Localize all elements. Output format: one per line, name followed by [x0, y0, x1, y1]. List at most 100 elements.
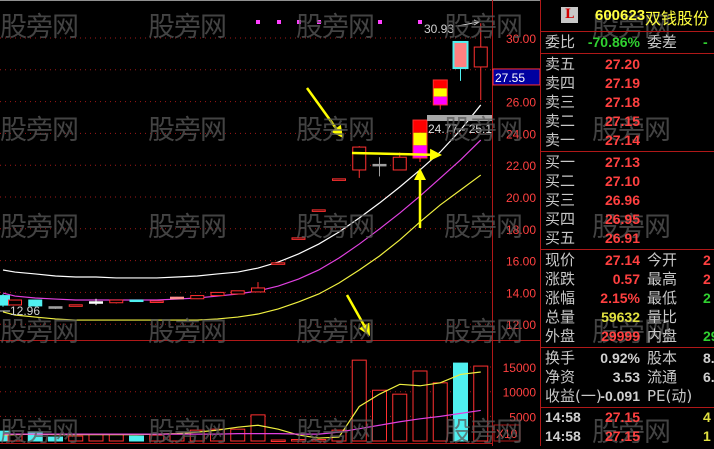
sell-level-price: 27.19 — [604, 75, 640, 91]
sell-level-price: 27.15 — [604, 113, 640, 129]
sell-level-row[interactable]: 卖三 27.18 — [541, 93, 714, 112]
price-tick-label: 14.00 — [506, 286, 536, 300]
fundamental-row[interactable]: 收益(一) -0.091 PE(动) — [541, 387, 714, 406]
price-tick-label: 20.00 — [506, 191, 536, 205]
price-ma-line-2 — [2, 139, 482, 301]
tick-row[interactable]: 14:58 27.15 4 — [541, 408, 714, 427]
weibi-label: 委比 — [545, 33, 576, 51]
sell-level-row[interactable]: 卖五 27.20 — [541, 55, 714, 74]
fundamental-value: 3.53 — [612, 369, 640, 385]
candle-body-top — [433, 79, 448, 89]
quote-label: 外盘 — [545, 327, 576, 345]
candle-body — [230, 290, 245, 295]
quote-value-2: 2 — [703, 252, 711, 268]
price-ma-line-1 — [2, 104, 482, 279]
quote-value-2: 29 — [703, 328, 714, 344]
candle-body — [271, 262, 286, 265]
price-tick-label: 18.00 — [506, 223, 536, 237]
high-price-label: 30.93 — [424, 22, 454, 36]
candle — [473, 23, 488, 101]
fundamental-label-2: 股本 — [647, 349, 678, 367]
arrow-head — [414, 168, 426, 180]
buy-level-row[interactable]: 买一 27.13 — [541, 153, 714, 172]
quote-row[interactable]: 涨跌 0.57 最高 2 — [541, 270, 714, 289]
buy-level-label: 买一 — [545, 153, 576, 171]
sell-level-price: 27.20 — [604, 56, 640, 72]
quote-row[interactable]: 总量 59632 量比 — [541, 308, 714, 327]
kline-chart[interactable]: 30.93 12.96 24.77 - 25.1 30.00 26.00 24.00 22… — [0, 0, 540, 446]
buy-level-price: 26.95 — [604, 211, 640, 227]
volume-ma-line-2 — [3, 409, 481, 435]
fundamental-value: 0.92% — [600, 350, 640, 366]
candle — [271, 262, 286, 265]
quote-label: 涨跌 — [545, 270, 576, 288]
candle-body — [109, 299, 124, 304]
candle-body — [473, 46, 488, 68]
fundamental-row[interactable]: 换手 0.92% 股本 8.8 — [541, 349, 714, 368]
tick-time: 14:58 — [545, 428, 581, 444]
volume-tick-label: 5000 — [509, 410, 536, 424]
candle-body-outline — [412, 119, 428, 159]
volume-bar — [412, 370, 428, 442]
quote-value-2: 2 — [703, 271, 711, 287]
annotations: 30.93 12.96 24.77 - 25.1 — [0, 19, 492, 336]
volume-bar — [473, 365, 489, 442]
quote-row[interactable]: 现价 27.14 今开 2 — [541, 251, 714, 270]
volume-bar — [250, 414, 266, 442]
candle — [129, 299, 144, 303]
candle-body — [332, 178, 346, 181]
buy-level-price: 26.91 — [604, 230, 640, 246]
arrow-shaft — [345, 294, 366, 327]
quote-label: 现价 — [545, 251, 576, 269]
volume-bar — [149, 434, 165, 442]
volume-bar — [169, 433, 185, 442]
weicha-value: - — [703, 34, 708, 50]
volume-bars — [0, 359, 489, 443]
sell-level-label: 卖三 — [545, 93, 576, 111]
weibi-section: 委比 -70.86% 委差 - — [541, 32, 714, 54]
volume-bar — [48, 436, 63, 442]
quote-row[interactable]: 外盘 29999 内盘 29 — [541, 327, 714, 346]
candle — [452, 40, 469, 81]
sell-level-row[interactable]: 卖四 27.19 — [541, 74, 714, 93]
tick-volume: 4 — [703, 409, 711, 425]
candle-body — [210, 291, 225, 297]
volume-bar — [311, 439, 327, 442]
fundamental-row[interactable]: 净资 3.53 流通 6.4 — [541, 368, 714, 387]
tick-row[interactable]: 14:58 27.15 1 — [541, 427, 714, 446]
buy-level-price: 27.13 — [604, 154, 640, 170]
candle — [68, 304, 83, 307]
quote-row[interactable]: 涨幅 2.15% 最低 2 — [541, 289, 714, 308]
buy-level-row[interactable]: 买四 26.95 — [541, 210, 714, 229]
level-badge[interactable]: L — [561, 7, 578, 23]
fundamentals: 换手 0.92% 股本 8.8 净资 3.53 流通 6.4 收益(一)-0.091 PE(动) — [541, 348, 714, 408]
buy-level-label: 买四 — [545, 210, 576, 228]
fundamental-value-2: 6.4 — [703, 369, 714, 385]
quote-stats: 现价 27.14 今开 2 涨跌 0.57 最高 2 涨幅 2.15% 最低 2 总量 59632 量比 外盘… — [541, 250, 714, 348]
quote-label: 总量 — [545, 308, 576, 326]
candle — [109, 299, 124, 304]
candle-body — [392, 156, 407, 171]
candle — [48, 306, 63, 309]
sell-level-label: 卖五 — [545, 55, 576, 73]
candle-body — [89, 301, 103, 304]
volume-bar — [27, 431, 43, 442]
sell-level-row[interactable]: 卖一 27.14 — [541, 131, 714, 150]
buy-level-row[interactable]: 买五 26.91 — [541, 229, 714, 248]
candle — [149, 300, 164, 303]
buy-level-row[interactable]: 买三 26.96 — [541, 191, 714, 210]
candle — [392, 152, 407, 171]
stock-code: 600623 — [595, 7, 646, 24]
candle — [251, 282, 265, 293]
buy-level-row[interactable]: 买二 27.10 — [541, 172, 714, 191]
candle — [170, 296, 184, 300]
candle-body — [311, 209, 326, 212]
sell-level-label: 卖二 — [545, 112, 576, 130]
sell-level-row[interactable]: 卖二 27.15 — [541, 112, 714, 131]
candles — [0, 23, 488, 309]
candle-body — [352, 146, 367, 171]
quote-label-2: 最高 — [647, 270, 678, 288]
grid-lines — [0, 0, 540, 446]
buy-orders: 买一 27.13 买二 27.10 买三 26.96 买四 26.95 买五 26.91 — [541, 152, 714, 250]
